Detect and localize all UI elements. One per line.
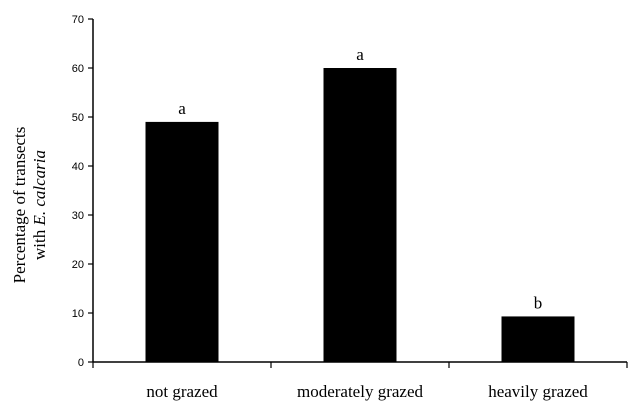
bar <box>323 68 397 362</box>
category-labels: not grazed moderately grazed heavily graze… <box>146 382 588 401</box>
category-label: not grazed <box>146 382 218 401</box>
y-tick-label: 20 <box>72 259 84 271</box>
x-axis <box>92 361 628 368</box>
y-axis-title: Percentage of transects with E. calcaria <box>10 127 49 284</box>
category-label: heavily grazed <box>488 382 588 401</box>
y-axis-title-line-1: Percentage of transects <box>10 127 29 284</box>
y-axis: 0 10 20 30 40 50 60 70 <box>72 14 94 369</box>
bar-significance-labels: a a b <box>178 45 542 312</box>
y-axis-title-prefix: with <box>30 226 49 260</box>
bar-significance-label: b <box>534 293 543 312</box>
bar <box>501 316 575 362</box>
y-tick-label: 30 <box>72 210 84 222</box>
y-tick-label: 60 <box>72 63 84 75</box>
y-tick-label: 10 <box>72 308 84 320</box>
bar-significance-label: a <box>356 45 364 64</box>
y-tick-label: 40 <box>72 161 84 173</box>
y-tick-label: 70 <box>72 14 84 26</box>
y-tick-label: 0 <box>78 357 84 369</box>
category-label: moderately grazed <box>297 382 424 401</box>
bars <box>145 68 575 363</box>
y-tick-label: 50 <box>72 112 84 124</box>
y-axis-title-line-2: with E. calcaria <box>30 150 49 260</box>
bar-significance-label: a <box>178 99 186 118</box>
bar <box>145 121 219 363</box>
y-axis-title-species: E. calcaria <box>30 150 49 227</box>
